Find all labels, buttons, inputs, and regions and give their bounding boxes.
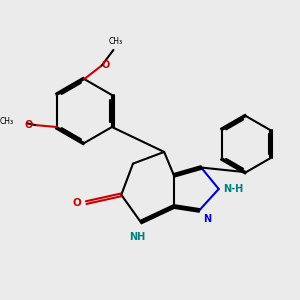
Text: CH₃: CH₃ <box>108 37 122 46</box>
Text: O: O <box>102 60 110 70</box>
Text: O: O <box>25 120 33 130</box>
Text: N-H: N-H <box>224 184 244 194</box>
Text: O: O <box>73 198 82 208</box>
Text: N: N <box>203 214 211 224</box>
Text: CH₃: CH₃ <box>0 117 14 126</box>
Text: NH: NH <box>129 232 145 242</box>
